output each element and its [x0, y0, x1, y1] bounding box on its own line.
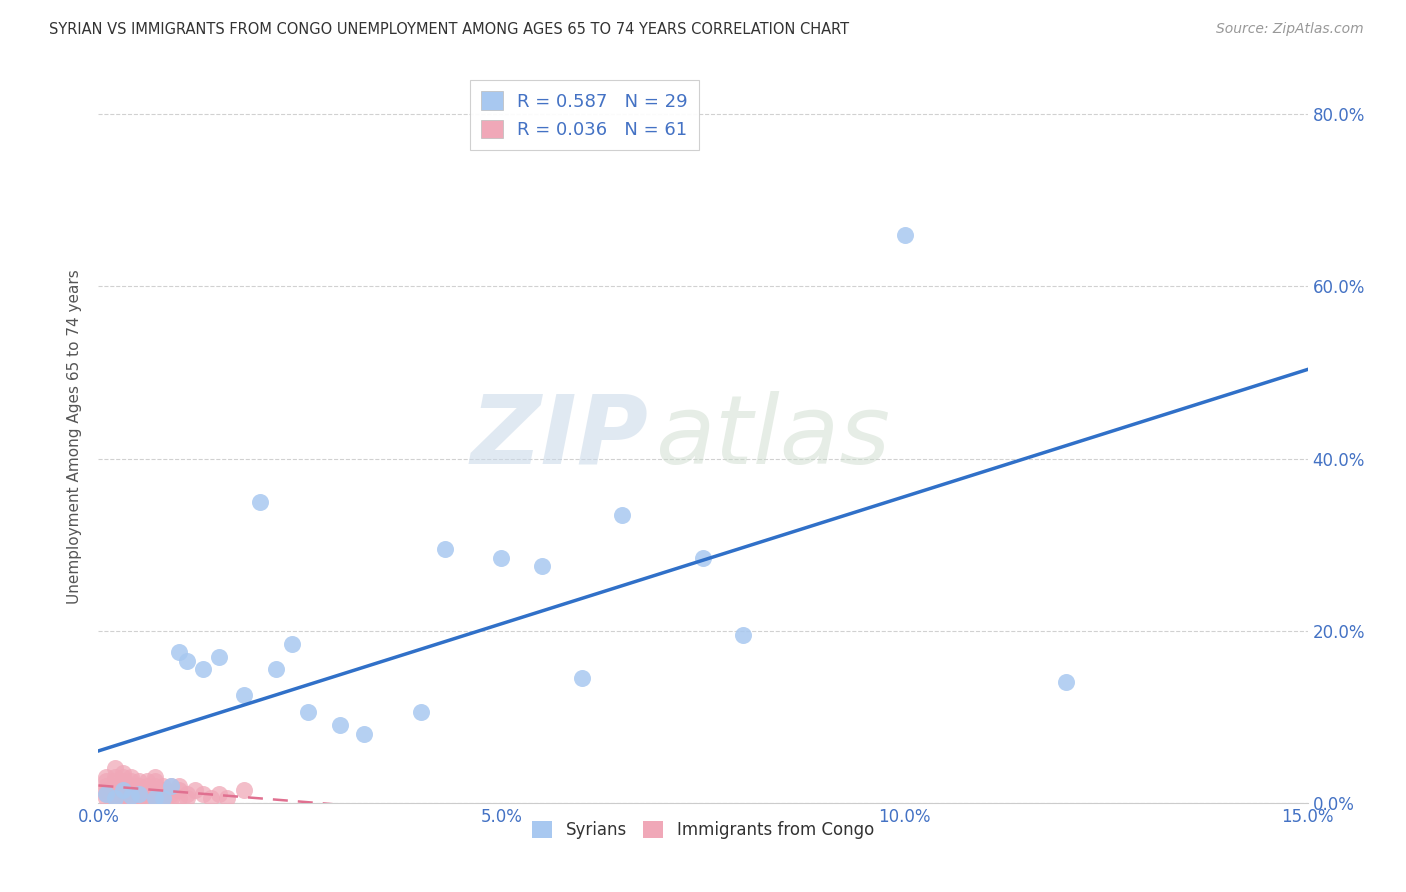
- Point: [135, 774, 157, 789]
- Text: SYRIAN VS IMMIGRANTS FROM CONGO UNEMPLOYMENT AMONG AGES 65 TO 74 YEARS CORRELATI: SYRIAN VS IMMIGRANTS FROM CONGO UNEMPLOY…: [49, 22, 849, 37]
- Point: [111, 783, 134, 797]
- Point: [128, 783, 150, 797]
- Point: [329, 718, 352, 732]
- Point: [176, 654, 198, 668]
- Point: [143, 791, 166, 805]
- Point: [152, 783, 174, 797]
- Point: [193, 662, 215, 676]
- Point: [160, 779, 183, 793]
- Point: [103, 779, 125, 793]
- Point: [120, 787, 142, 801]
- Point: [96, 787, 118, 801]
- Point: [120, 783, 142, 797]
- Point: [217, 791, 239, 805]
- Point: [297, 706, 319, 720]
- Point: [111, 783, 134, 797]
- Point: [96, 787, 118, 801]
- Point: [176, 787, 198, 801]
- Legend: Syrians, Immigrants from Congo: Syrians, Immigrants from Congo: [526, 814, 880, 846]
- Point: [111, 774, 134, 789]
- Point: [143, 787, 166, 801]
- Point: [167, 783, 190, 797]
- Point: [96, 791, 118, 805]
- Point: [128, 787, 150, 801]
- Point: [176, 791, 198, 805]
- Point: [96, 770, 118, 784]
- Point: [160, 787, 183, 801]
- Point: [733, 628, 755, 642]
- Point: [264, 662, 287, 676]
- Point: [353, 727, 375, 741]
- Point: [111, 787, 134, 801]
- Point: [111, 770, 134, 784]
- Point: [612, 508, 634, 522]
- Point: [120, 774, 142, 789]
- Point: [120, 791, 142, 805]
- Point: [160, 791, 183, 805]
- Point: [152, 791, 174, 805]
- Point: [208, 787, 231, 801]
- Point: [120, 770, 142, 784]
- Point: [120, 779, 142, 793]
- Point: [200, 791, 222, 805]
- Point: [96, 779, 118, 793]
- Point: [128, 779, 150, 793]
- Point: [232, 783, 254, 797]
- Point: [111, 789, 134, 803]
- Text: Source: ZipAtlas.com: Source: ZipAtlas.com: [1216, 22, 1364, 37]
- Point: [103, 770, 125, 784]
- Point: [152, 787, 174, 801]
- Point: [184, 783, 207, 797]
- Point: [143, 774, 166, 789]
- Point: [120, 789, 142, 803]
- Point: [135, 787, 157, 801]
- Point: [232, 688, 254, 702]
- Text: ZIP: ZIP: [471, 391, 648, 483]
- Point: [1054, 675, 1077, 690]
- Point: [143, 791, 166, 805]
- Point: [530, 559, 553, 574]
- Point: [491, 550, 513, 565]
- Point: [135, 791, 157, 805]
- Point: [434, 541, 457, 556]
- Point: [143, 783, 166, 797]
- Point: [193, 787, 215, 801]
- Point: [103, 783, 125, 797]
- Point: [167, 645, 190, 659]
- Point: [167, 791, 190, 805]
- Point: [249, 494, 271, 508]
- Y-axis label: Unemployment Among Ages 65 to 74 years: Unemployment Among Ages 65 to 74 years: [67, 269, 83, 605]
- Point: [103, 761, 125, 775]
- Point: [571, 671, 593, 685]
- Point: [281, 637, 304, 651]
- Point: [111, 791, 134, 805]
- Point: [143, 770, 166, 784]
- Point: [96, 783, 118, 797]
- Point: [96, 774, 118, 789]
- Point: [111, 779, 134, 793]
- Point: [128, 791, 150, 805]
- Point: [160, 779, 183, 793]
- Point: [135, 783, 157, 797]
- Point: [167, 779, 190, 793]
- Point: [409, 706, 432, 720]
- Point: [152, 791, 174, 805]
- Point: [128, 774, 150, 789]
- Point: [111, 765, 134, 780]
- Point: [152, 779, 174, 793]
- Point: [128, 787, 150, 801]
- Point: [692, 550, 714, 565]
- Point: [143, 779, 166, 793]
- Point: [135, 779, 157, 793]
- Point: [893, 227, 915, 242]
- Point: [208, 649, 231, 664]
- Point: [103, 791, 125, 805]
- Point: [103, 791, 125, 805]
- Point: [103, 787, 125, 801]
- Text: atlas: atlas: [655, 391, 890, 483]
- Point: [103, 774, 125, 789]
